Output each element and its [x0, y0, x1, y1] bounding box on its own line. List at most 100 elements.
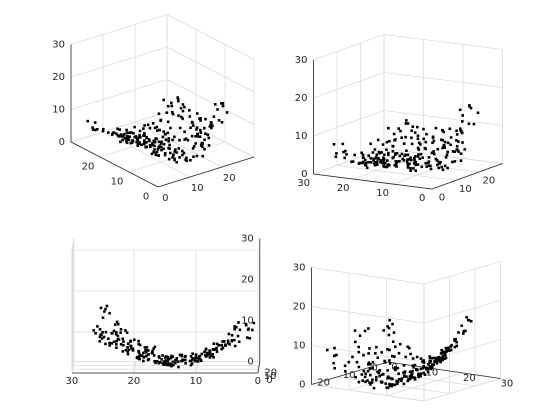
- data-point: [184, 354, 187, 358]
- data-point: [379, 159, 383, 162]
- data-point: [447, 346, 450, 350]
- data-point: [217, 119, 221, 122]
- data-point: [444, 353, 447, 357]
- data-point: [403, 370, 407, 373]
- data-point: [169, 151, 172, 155]
- z-tick-label: 10: [52, 105, 65, 116]
- data-point: [453, 345, 457, 349]
- data-point: [170, 104, 174, 108]
- data-point: [341, 142, 345, 146]
- data-point: [99, 306, 103, 310]
- data-point: [441, 139, 445, 142]
- data-point: [207, 144, 211, 147]
- data-point: [179, 106, 183, 110]
- data-point: [139, 354, 142, 358]
- data-point: [373, 160, 377, 164]
- data-point: [171, 360, 174, 364]
- data-point: [446, 166, 449, 170]
- data-point: [131, 139, 134, 143]
- data-point: [373, 162, 376, 165]
- data-point: [413, 155, 417, 158]
- data-point: [383, 153, 386, 156]
- data-point: [446, 141, 450, 145]
- data-point: [137, 355, 140, 359]
- data-point: [391, 383, 394, 386]
- data-point: [455, 344, 458, 348]
- data-point: [426, 370, 430, 374]
- data-point: [162, 142, 166, 146]
- data-point: [422, 361, 426, 365]
- x-tick-label: 10: [459, 184, 472, 195]
- data-point: [410, 142, 414, 146]
- data-point: [443, 140, 447, 144]
- data-point: [456, 148, 459, 152]
- data-point: [196, 132, 199, 136]
- data-point: [469, 106, 473, 110]
- data-point: [153, 144, 156, 148]
- data-point: [413, 131, 417, 134]
- data-point: [469, 319, 473, 323]
- data-point: [388, 163, 391, 167]
- data-point: [158, 128, 161, 132]
- data-point: [386, 376, 389, 380]
- data-point: [158, 144, 161, 148]
- data-point: [199, 359, 203, 363]
- data-point: [155, 125, 159, 129]
- data-point: [391, 322, 394, 326]
- subplot-1: 0 10 20 0 10 20 0 10 20 30: [52, 14, 255, 204]
- data-point: [169, 126, 172, 130]
- data-point: [388, 348, 391, 352]
- data-point: [409, 376, 412, 379]
- data-point: [104, 307, 107, 311]
- data-point: [455, 340, 458, 344]
- data-point: [357, 345, 360, 349]
- data-point: [159, 142, 163, 145]
- data-point: [227, 332, 231, 336]
- data-point: [112, 340, 116, 344]
- data-point: [251, 328, 254, 332]
- data-point: [441, 350, 445, 353]
- data-point: [142, 356, 145, 359]
- data-point: [121, 337, 125, 341]
- series-points: [332, 104, 480, 172]
- data-point: [466, 318, 470, 322]
- data-point: [214, 103, 217, 106]
- wall-gridline: [70, 111, 168, 143]
- data-point: [406, 379, 409, 383]
- data-point: [417, 374, 420, 377]
- data-point: [197, 357, 200, 360]
- data-point: [444, 346, 448, 350]
- data-point: [451, 160, 454, 164]
- grid: [70, 14, 255, 188]
- grid: [71, 238, 261, 374]
- x-tick-label: 10: [189, 376, 202, 387]
- data-point: [417, 141, 421, 145]
- data-point: [180, 354, 184, 358]
- data-point: [177, 360, 180, 363]
- wall-gridline: [311, 306, 425, 324]
- wall-gridline: [423, 300, 501, 324]
- data-point: [419, 372, 423, 375]
- data-point: [431, 363, 434, 366]
- data-point: [115, 343, 118, 346]
- data-point: [104, 330, 108, 334]
- data-point: [397, 160, 400, 163]
- data-point: [427, 164, 430, 168]
- data-point: [181, 153, 184, 157]
- data-point: [448, 127, 452, 131]
- data-point: [362, 369, 366, 373]
- data-point: [374, 352, 377, 355]
- data-point: [438, 359, 442, 362]
- data-point: [136, 355, 139, 359]
- data-point: [99, 333, 102, 337]
- data-point: [371, 151, 375, 154]
- data-point: [208, 352, 211, 356]
- data-point: [395, 165, 398, 168]
- data-point: [157, 361, 161, 365]
- data-point: [424, 140, 428, 144]
- data-point: [461, 114, 464, 117]
- data-point: [160, 358, 163, 361]
- series-points: [326, 316, 473, 390]
- data-point: [367, 160, 370, 164]
- data-point: [154, 151, 157, 154]
